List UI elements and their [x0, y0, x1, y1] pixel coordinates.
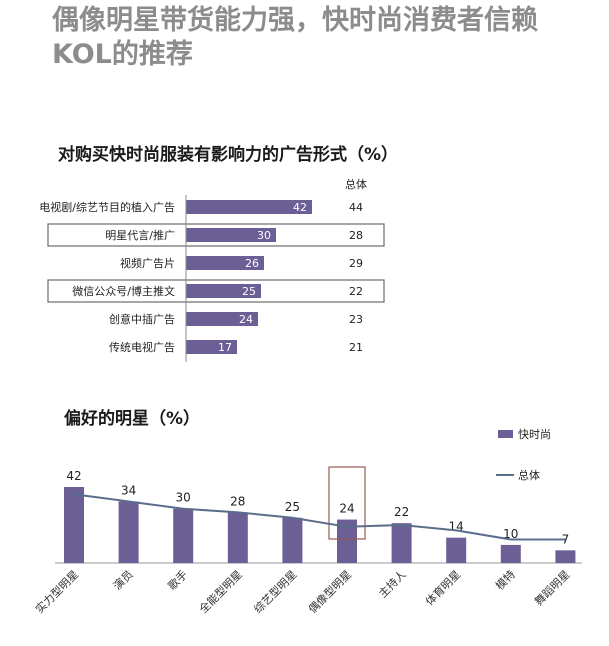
- bar: [227, 512, 248, 563]
- category-label: 舞蹈明星: [532, 568, 572, 608]
- bar-value-label: 28: [230, 494, 245, 508]
- bar-value-label: 30: [176, 491, 191, 505]
- bar-value-label: 26: [245, 257, 259, 270]
- bar: [337, 519, 357, 563]
- category-label: 创意中插广告: [109, 312, 175, 326]
- total-value-label: 21: [349, 341, 363, 354]
- highlight-box-3: [47, 279, 385, 303]
- category-label: 全能型明星: [196, 567, 245, 616]
- bar-value-label: 25: [285, 500, 300, 514]
- legend-bar-swatch: [498, 430, 513, 438]
- category-label: 实力型明星: [32, 567, 81, 616]
- total-column-header: 总体: [345, 177, 367, 191]
- category-label: 体育明星: [422, 567, 463, 608]
- category-label: 微信公众号/博主推文: [72, 284, 175, 298]
- bar: [391, 523, 412, 563]
- bar-value-label: 30: [257, 229, 271, 242]
- page-headline: 偶像明星带货能力强，快时尚消费者信赖KOL的推荐: [52, 5, 538, 70]
- bar-value-label: 34: [121, 483, 136, 497]
- category-label: 传统电视广告: [109, 340, 175, 354]
- total-value-label: 29: [349, 257, 363, 270]
- highlight-box: [328, 466, 366, 540]
- legend-line-label: 总体: [518, 468, 540, 482]
- bar-value-label: 42: [66, 469, 81, 483]
- chart2-title: 偏好的明星（%）: [64, 409, 201, 429]
- highlight-box-1: [47, 223, 385, 247]
- bar-value-label: 25: [242, 285, 256, 298]
- category-label: 偶像型明星: [305, 567, 354, 616]
- bar: [446, 537, 467, 563]
- bar-value-label: 42: [293, 201, 307, 214]
- bar-value-label: 22: [394, 505, 409, 519]
- bar-value-label: 10: [503, 527, 518, 541]
- category-label: 视频广告片: [120, 256, 175, 270]
- chart1-title: 对购买快时尚服装有影响力的广告形式（%）: [58, 145, 399, 165]
- bar: [64, 487, 84, 563]
- bar: [555, 550, 576, 563]
- category-label: 明星代言/推广: [105, 228, 175, 242]
- bar: [173, 508, 194, 563]
- bar-value-label: 17: [218, 341, 232, 354]
- total-value-label: 22: [349, 285, 363, 298]
- bar: [186, 256, 264, 270]
- bar: [186, 228, 276, 242]
- total-series-line: [73, 493, 566, 541]
- bar-value-label: 24: [339, 502, 354, 516]
- bar: [186, 340, 237, 354]
- bar: [186, 200, 312, 214]
- category-label: 模特: [492, 567, 517, 592]
- total-value-label: 44: [349, 201, 363, 214]
- bar: [282, 517, 303, 563]
- legend-bar-label: 快时尚: [518, 427, 551, 441]
- category-label: 演员: [110, 567, 135, 592]
- category-label: 综艺型明星: [251, 567, 300, 616]
- category-label: 电视剧/综艺节目的植入广告: [39, 200, 175, 214]
- category-label: 歌手: [165, 567, 190, 592]
- bar: [186, 312, 258, 326]
- total-value-label: 23: [349, 313, 363, 326]
- bar: [500, 544, 521, 563]
- bar-value-label: 24: [239, 313, 253, 326]
- bar: [118, 501, 139, 563]
- category-label: 主持人: [375, 567, 408, 600]
- total-value-label: 28: [349, 229, 363, 242]
- bar: [186, 284, 261, 298]
